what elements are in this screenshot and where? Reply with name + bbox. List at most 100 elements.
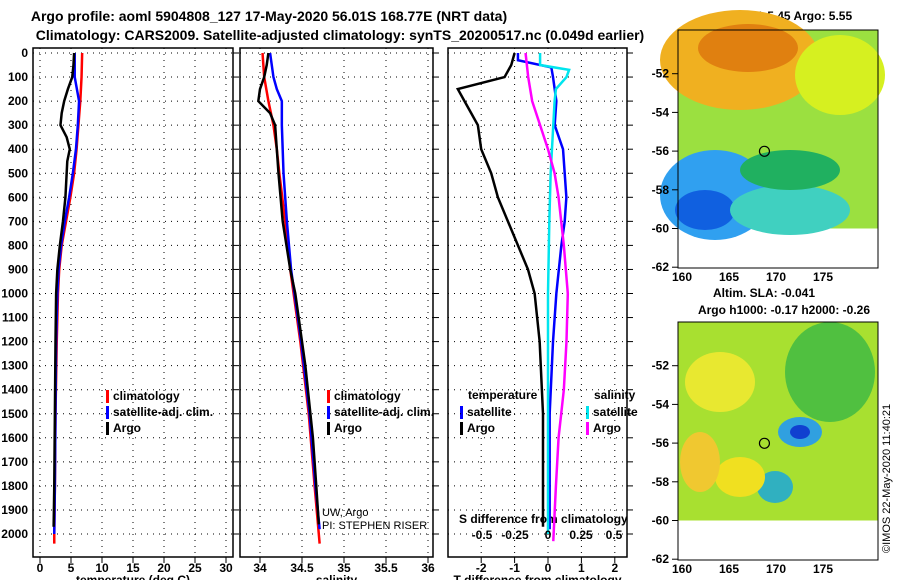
profile-panel-0: 0100200300400500600700800900100011001200… [1,46,239,580]
legend-title-salinity: salinity [594,388,636,402]
legend-swatch-s-satellite [586,406,589,419]
lat-tick-label: -58 [652,475,670,489]
series-argo [256,52,321,525]
y-tick-label: 0 [21,46,28,60]
y-tick-label: 1700 [1,455,28,469]
lon-tick-label: 175 [813,270,833,284]
legend-swatch-argo [327,422,330,435]
plot-frame [447,47,628,558]
s-diff-tick-label: 0.5 [606,528,623,542]
y-tick-label: 1800 [1,479,28,493]
footer-credit: ©IMOS 22-May-2020 11:40:21 [881,404,893,553]
legend-swatch-satellite [327,406,330,419]
lon-tick-label: 165 [719,562,739,576]
lon-tick-label: 160 [672,562,692,576]
x-tick-label: 20 [157,561,171,575]
y-tick-label: 2000 [1,527,28,541]
legend-label: satellite [593,405,638,419]
y-tick-label: 1200 [1,335,28,349]
credit-line1: UW, Argo [322,507,368,519]
x-axis-label: salinity [316,573,358,580]
argo-profile-marker [758,145,771,157]
legend-swatch-climatology [106,390,109,403]
series-t-satellite [516,53,568,530]
lat-tick-label: -54 [652,105,670,119]
plot-frame [32,47,234,558]
y-tick-label: 800 [8,238,28,252]
lon-tick-label: 165 [719,270,739,284]
lat-tick-label: -60 [652,222,670,236]
series-climatology [261,52,321,544]
x-tick-label: 2 [611,561,618,575]
y-tick-label: 1600 [1,431,28,445]
y-tick-label: 1500 [1,407,28,421]
credit-line2: PI: STEPHEN RISER [322,520,427,532]
title-line1: Argo profile: aoml 5904808_127 17-May-20… [31,8,507,24]
legend-swatch-s-argo [586,422,589,435]
temperature-legend: climatology satellite-adj. clim. Argo [106,389,213,435]
y-tick-label: 1000 [1,287,28,301]
profile-panel-2: -2 -1 0 1 2T difference from climatology -0.5… [447,47,633,580]
x-tick-label: 30 [219,561,233,575]
legend-swatch-climatology [327,390,330,403]
legend-swatch-t-argo [460,422,463,435]
y-tick-label: 200 [8,94,28,108]
x-tick-label: 5 [68,561,75,575]
x-tick-label: 10 [95,561,109,575]
legend-swatch-argo [106,422,109,435]
y-tick-label: 1400 [1,383,28,397]
y-tick-label: 400 [8,142,28,156]
plot-frame [239,47,434,558]
s-diff-tick-label: -0.25 [501,528,529,542]
x-tick-label: -1 [509,561,520,575]
lat-tick-label: -62 [652,260,670,274]
legend-label: Argo [334,421,362,435]
sla-map-title-line1: Altim. SLA: -0.041 [713,286,815,300]
legend-label: Argo [467,421,495,435]
s-diff-tick-label: 0 [545,528,552,542]
map-frame [677,29,879,269]
x-tick-label: 0 [37,561,44,575]
legend-swatch-satellite [106,406,109,419]
y-tick-label: 1100 [2,311,28,325]
legend-title-temperature: temperature [468,388,538,402]
lat-tick-label: -60 [652,514,670,528]
x-tick-label: 15 [126,561,140,575]
y-tick-label: 100 [8,70,28,84]
legend-label: satellite-adj. clim. [334,405,434,419]
lon-tick-label: 170 [766,270,786,284]
x-tick-label: 34.5 [290,561,314,575]
y-tick-label: 1900 [1,503,28,517]
y-tick-label: 1300 [1,359,28,373]
y-tick-label: 500 [8,166,28,180]
y-tick-label: 600 [8,190,28,204]
legend-label: Argo [113,421,141,435]
lat-tick-label: -58 [652,183,670,197]
legend-label: Argo [593,421,621,435]
map-frame [677,321,879,561]
title-line2: Climatology: CARS2009. Satellite-adjuste… [36,27,644,43]
series-s-argo [524,52,570,542]
legend-label: satellite-adj. clim. [113,405,213,419]
lat-tick-label: -52 [652,67,670,81]
legend-swatch-t-satellite [460,406,463,419]
s-diff-tick-label: -0.5 [472,528,493,542]
series-t-argo [455,52,545,527]
lat-tick-label: -62 [652,552,670,566]
x-tick-label: 35 [337,561,351,575]
y-tick-label: 900 [8,262,28,276]
x-tick-label: 35.5 [374,561,398,575]
x-axis-label: T difference from climatology [453,573,621,580]
sla-map-title-line2: Argo h1000: -0.17 h2000: -0.26 [698,303,870,317]
lon-tick-label: 160 [672,270,692,284]
lat-tick-label: -56 [652,144,670,158]
lat-tick-label: -54 [652,397,670,411]
lat-tick-label: -52 [652,359,670,373]
argo-profile-marker [758,437,771,449]
x-tick-label: 1 [578,561,585,575]
y-tick-label: 300 [8,118,28,132]
x-tick-label: 25 [188,561,202,575]
